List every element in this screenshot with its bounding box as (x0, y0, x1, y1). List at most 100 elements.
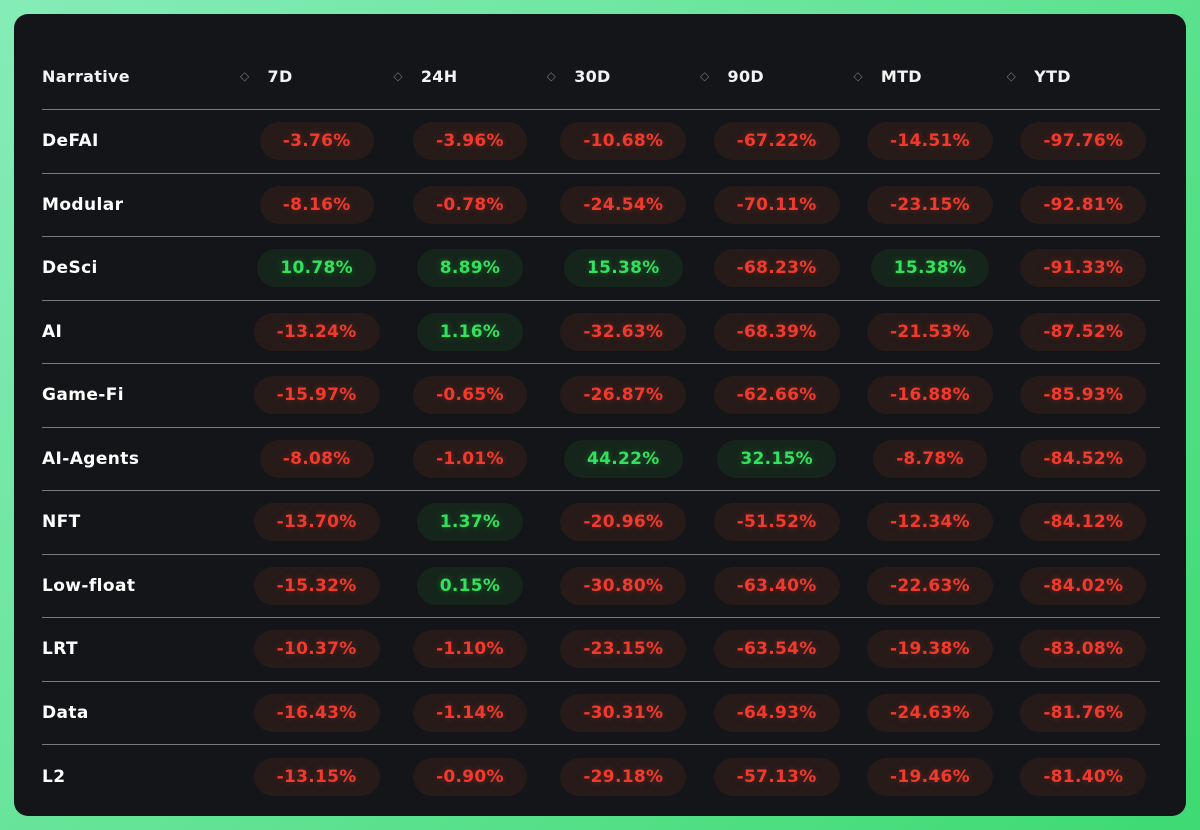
narrative-label: AI (42, 321, 63, 342)
table-row: Game-Fi -15.97% -0.65% -26.87% -62.66% -… (42, 364, 1160, 428)
column-header[interactable]: ◇ 7D (240, 67, 393, 86)
percent-change-badge: -57.13% (713, 757, 840, 796)
percent-change-badge: -13.24% (253, 312, 380, 351)
percent-change-badge: -70.11% (713, 185, 840, 224)
value-cell: -68.23% (700, 249, 853, 288)
percent-change-badge: -16.88% (867, 376, 993, 415)
percent-change-badge: -30.80% (560, 566, 687, 605)
sort-diamond-icon[interactable]: ◇ (1006, 68, 1017, 83)
value-cell: -29.18% (547, 757, 700, 796)
column-header[interactable]: ◇ 30D (547, 67, 700, 86)
narrative-label: LRT (42, 639, 78, 660)
table-row: NFT -13.70% 1.37% -20.96% -51.52% -12.34… (42, 491, 1160, 555)
column-header[interactable]: ◇ YTD (1007, 67, 1160, 86)
value-cell: -85.93% (1007, 376, 1160, 415)
value-cell: 44.22% (547, 439, 700, 478)
value-cell: -70.11% (700, 185, 853, 224)
value-cell: -3.76% (240, 122, 393, 161)
percent-change-badge: -51.52% (713, 503, 840, 542)
value-cell: -84.52% (1007, 439, 1160, 478)
narrative-label: Modular (42, 194, 124, 215)
value-cell: -13.70% (240, 503, 393, 542)
column-header[interactable]: ◇ 90D (700, 67, 853, 86)
value-cell: -13.15% (240, 757, 393, 796)
value-cell: -92.81% (1007, 185, 1160, 224)
value-cell: -57.13% (700, 757, 853, 796)
value-cell: -68.39% (700, 312, 853, 351)
column-header[interactable]: ◇ MTD (853, 67, 1006, 86)
sort-diamond-icon[interactable]: ◇ (699, 68, 710, 83)
table-row: AI -13.24% 1.16% -32.63% -68.39% -21.53%… (42, 301, 1160, 364)
column-header-label: MTD (880, 67, 922, 86)
column-header-label: Narrative (42, 67, 130, 86)
value-cell: -84.02% (1007, 566, 1160, 605)
percent-change-badge: 44.22% (564, 439, 683, 478)
value-cell: 15.38% (853, 249, 1006, 288)
percent-change-badge: -8.16% (259, 185, 374, 224)
percent-change-badge: -63.54% (713, 630, 840, 669)
column-header-narrative[interactable]: Narrative (42, 67, 240, 86)
narrative-label: AI-Agents (42, 448, 140, 469)
percent-change-badge: -24.63% (867, 693, 993, 732)
percent-change-badge: -32.63% (560, 312, 687, 351)
percent-change-badge: 15.38% (564, 249, 683, 288)
percent-change-badge: -64.93% (713, 693, 840, 732)
value-cell: -19.46% (853, 757, 1006, 796)
percent-change-badge: -19.38% (867, 630, 993, 669)
narrative-label: Data (42, 702, 89, 723)
table-header-row: Narrative ◇ 7D ◇ 24H ◇ 30D ◇ 90D ◇ MTD ◇… (42, 44, 1160, 110)
percent-change-badge: -0.78% (413, 185, 527, 224)
table-row: Low-float -15.32% 0.15% -30.80% -63.40% … (42, 555, 1160, 618)
percent-change-badge: -1.01% (413, 439, 527, 478)
value-cell: -0.78% (393, 185, 546, 224)
value-cell: -21.53% (853, 312, 1006, 351)
table-row: LRT -10.37% -1.10% -23.15% -63.54% -19.3… (42, 618, 1160, 682)
percent-change-badge: -0.65% (413, 376, 527, 415)
sort-diamond-icon[interactable]: ◇ (240, 68, 250, 83)
narrative-label: L2 (42, 766, 66, 787)
percent-change-badge: -23.15% (867, 185, 993, 224)
sort-diamond-icon[interactable]: ◇ (853, 68, 863, 83)
value-cell: -64.93% (700, 693, 853, 732)
narrative-label: Low-float (42, 575, 136, 596)
value-cell: -16.43% (240, 693, 393, 732)
percent-change-badge: -13.70% (253, 503, 380, 542)
value-cell: 8.89% (393, 249, 546, 288)
percent-change-badge: 1.37% (416, 503, 524, 542)
value-cell: -10.37% (240, 630, 393, 669)
value-cell: -26.87% (547, 376, 700, 415)
value-cell: -1.14% (393, 693, 546, 732)
value-cell: -97.76% (1007, 122, 1160, 161)
column-header-label: 90D (727, 67, 764, 86)
value-cell: 10.78% (240, 249, 393, 288)
value-cell: -83.08% (1007, 630, 1160, 669)
value-cell: -3.96% (393, 122, 546, 161)
value-cell: -16.88% (853, 376, 1006, 415)
value-cell: -51.52% (700, 503, 853, 542)
percent-change-badge: -68.39% (713, 312, 840, 351)
column-header[interactable]: ◇ 24H (393, 67, 546, 86)
value-cell: -63.54% (700, 630, 853, 669)
sort-diamond-icon[interactable]: ◇ (393, 68, 403, 83)
value-cell: -0.90% (393, 757, 546, 796)
percent-change-badge: -16.43% (253, 693, 380, 732)
percent-change-badge: -3.76% (259, 122, 374, 161)
percent-change-badge: -83.08% (1020, 630, 1147, 669)
percent-change-badge: -97.76% (1020, 122, 1147, 161)
value-cell: -30.80% (547, 566, 700, 605)
value-cell: -1.01% (393, 439, 546, 478)
percent-change-badge: -26.87% (560, 376, 687, 415)
value-cell: -23.15% (547, 630, 700, 669)
value-cell: 1.16% (393, 312, 546, 351)
value-cell: -22.63% (853, 566, 1006, 605)
sort-diamond-icon[interactable]: ◇ (546, 68, 557, 83)
value-cell: -14.51% (853, 122, 1006, 161)
value-cell: -8.78% (853, 439, 1006, 478)
value-cell: -91.33% (1007, 249, 1160, 288)
value-cell: -10.68% (547, 122, 700, 161)
value-cell: -63.40% (700, 566, 853, 605)
percent-change-badge: -14.51% (867, 122, 993, 161)
value-cell: -8.08% (240, 439, 393, 478)
percent-change-badge: -21.53% (867, 312, 993, 351)
